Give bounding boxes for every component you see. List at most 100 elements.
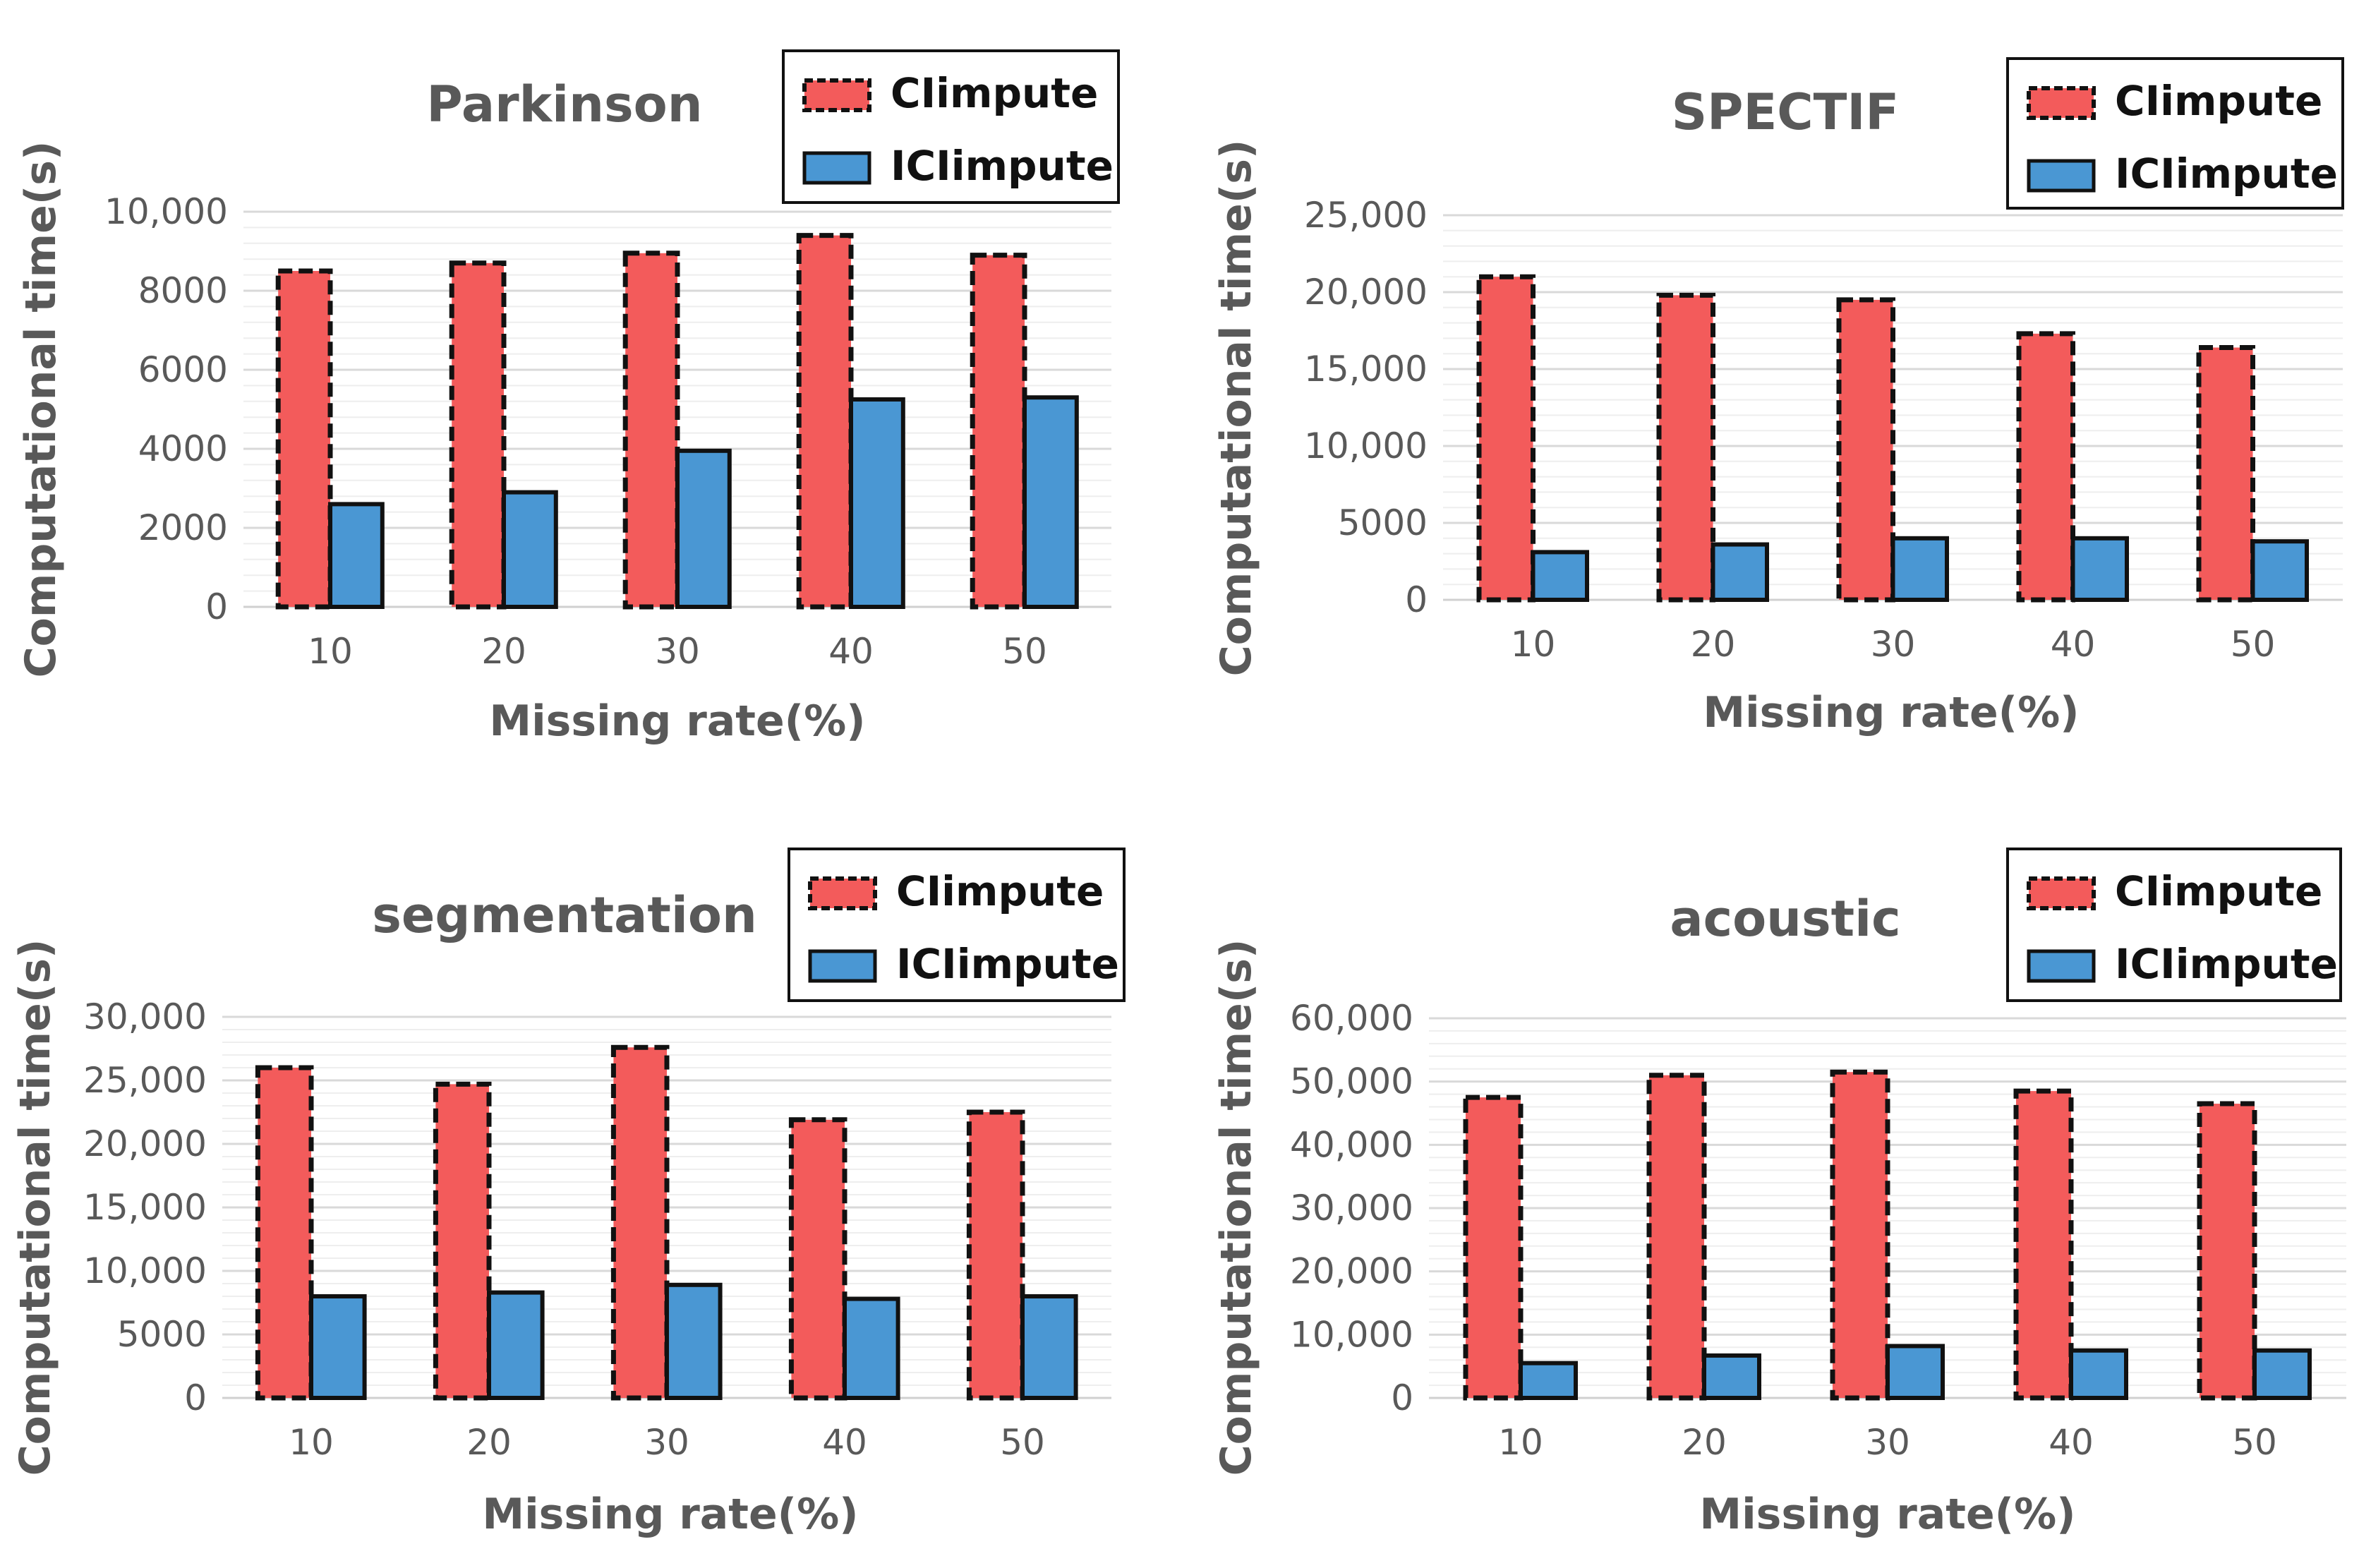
bar-iciimpute-10	[309, 1294, 367, 1400]
bar-iciimpute-30	[665, 1282, 723, 1400]
y-tick-label: 40,000	[1290, 1124, 1413, 1165]
bar-ciimpute-10	[1476, 274, 1536, 603]
x-tick-label: 20	[1691, 624, 1736, 665]
x-axis-title: Missing rate(%)	[1703, 688, 2079, 737]
bar-iciimpute-40	[2069, 1348, 2128, 1400]
y-tick-label: 4000	[138, 428, 228, 469]
x-tick-label: 40	[828, 631, 874, 672]
y-axis-title: Computational time(s)	[11, 939, 60, 1476]
y-tick-label: 10,000	[83, 1250, 207, 1291]
bar-ciimpute-50	[966, 1109, 1025, 1401]
bar-ciimpute-30	[610, 1044, 670, 1401]
y-tick-label: 5000	[1338, 502, 1428, 543]
y-tick-label: 20,000	[1304, 272, 1428, 313]
x-axis-title: Missing rate(%)	[482, 1490, 858, 1539]
chart-svg-spectif: 0 5000 10,000 15,000 20,000 25,000 10 20 30 40 50 S…	[1212, 57, 2344, 737]
bar-ciimpute-20	[449, 260, 507, 610]
chart-panel-spectif: 0 5000 10,000 15,000 20,000 25,000 10 20 30 40 50 S…	[1186, 0, 2371, 784]
legend-label-ciimpute: CIimpute	[2115, 77, 2322, 125]
x-tick-label: 10	[308, 631, 353, 672]
legend-swatch-ciimpute	[808, 876, 877, 910]
x-tick-label: 50	[2232, 1422, 2277, 1463]
x-tick-label: 40	[2051, 624, 2096, 665]
x-tick-label: 50	[1002, 631, 1047, 672]
y-tick-label: 2000	[138, 507, 228, 548]
y-tick-label: 50,000	[1290, 1061, 1413, 1102]
legend: CIimpute ICIimpute	[2006, 848, 2342, 1002]
bar-ciimpute-20	[433, 1081, 492, 1401]
chart-title: SPECTIF	[1672, 83, 1900, 141]
chart-panel-acoustic: 0 10,000 20,000 30,000 40,000 50,000 60,000 10 2…	[1186, 784, 2371, 1568]
bar-ciimpute-10	[1463, 1094, 1524, 1401]
y-tick-label: 25,000	[83, 1060, 207, 1101]
y-tick-label: 60,000	[1290, 998, 1413, 1039]
bar-ciimpute-30	[1830, 1069, 1890, 1401]
y-tick-label: 25,000	[1304, 195, 1428, 236]
bar-ciimpute-50	[2197, 1101, 2257, 1401]
chart-panel-segmentation: 0 5000 10,000 15,000 20,000 25,000 30,000 10 20 3…	[0, 784, 1186, 1568]
legend-swatch-ciimpute	[802, 78, 871, 112]
bar-iciimpute-10	[328, 502, 385, 610]
bar-ciimpute-50	[970, 253, 1027, 610]
chart-svg-segmentation: 0 5000 10,000 15,000 20,000 25,000 30,000 10 20 3…	[11, 848, 1126, 1539]
legend: CIimpute ICIimpute	[2006, 57, 2344, 210]
legend-swatch-iciimpute	[2027, 949, 2096, 983]
y-tick-label: 0	[1391, 1377, 1413, 1418]
chart-title: acoustic	[1670, 890, 1900, 948]
y-tick-label: 20,000	[1290, 1251, 1413, 1292]
y-tick-label: 0	[205, 586, 228, 627]
y-tick-label: 15,000	[1304, 349, 1428, 390]
x-tick-label: 10	[289, 1422, 334, 1463]
bar-ciimpute-10	[255, 1065, 314, 1401]
bar-iciimpute-50	[1022, 395, 1079, 609]
legend-label-iciimpute: ICIimpute	[891, 142, 1114, 190]
bar-iciimpute-10	[1531, 550, 1589, 602]
bar-ciimpute-30	[1836, 297, 1895, 603]
bar-iciimpute-40	[2070, 536, 2129, 602]
y-axis-title: Computational time(s)	[1212, 140, 1261, 677]
x-tick-label: 50	[2231, 624, 2276, 665]
bar-iciimpute-20	[1702, 1353, 1761, 1401]
bar-iciimpute-20	[502, 490, 558, 609]
y-tick-label: 0	[184, 1377, 207, 1418]
bar-ciimpute-20	[1646, 1073, 1707, 1401]
x-tick-label: 20	[1682, 1422, 1727, 1463]
legend-swatch-iciimpute	[2027, 159, 2096, 193]
chart-svg-acoustic: 0 10,000 20,000 30,000 40,000 50,000 60,000 10 2…	[1212, 848, 2346, 1539]
x-tick-label: 20	[481, 631, 526, 672]
chart-svg-parkinson: 0 2000 4000 6000 8000 10,000 10 20 30 40 50 Parkins…	[16, 49, 1120, 746]
bar-iciimpute-50	[2252, 1348, 2312, 1400]
x-tick-label: 30	[655, 631, 700, 672]
bar-ciimpute-40	[796, 233, 854, 610]
bar-iciimpute-50	[1020, 1294, 1078, 1400]
legend-swatch-iciimpute	[808, 949, 877, 983]
legend-label-ciimpute: CIimpute	[896, 867, 1104, 915]
x-tick-label: 30	[1865, 1422, 1910, 1463]
bar-ciimpute-40	[788, 1117, 847, 1401]
y-tick-label: 30,000	[83, 996, 207, 1037]
chart-panel-parkinson: 0 2000 4000 6000 8000 10,000 10 20 30 40 50 Parkins…	[0, 0, 1186, 784]
chart-title: segmentation	[372, 886, 757, 944]
x-tick-label: 30	[1871, 624, 1916, 665]
x-tick-label: 10	[1511, 624, 1556, 665]
legend-label-iciimpute: ICIimpute	[896, 940, 1119, 988]
bar-iciimpute-50	[2250, 539, 2309, 602]
bar-ciimpute-40	[2016, 331, 2075, 603]
x-tick-label: 20	[466, 1422, 512, 1463]
x-axis-title: Missing rate(%)	[489, 696, 865, 746]
bar-iciimpute-10	[1519, 1361, 1578, 1401]
legend: CIimpute ICIimpute	[788, 848, 1126, 1002]
y-tick-label: 10,000	[1304, 426, 1428, 466]
bar-iciimpute-20	[487, 1290, 545, 1400]
y-tick-label: 10,000	[104, 191, 228, 232]
bar-iciimpute-30	[1890, 536, 1949, 602]
x-tick-label: 40	[822, 1422, 867, 1463]
y-tick-label: 30,000	[1290, 1188, 1413, 1229]
legend-label-ciimpute: CIimpute	[2115, 867, 2322, 915]
x-tick-label: 50	[1000, 1422, 1045, 1463]
legend-label-iciimpute: ICIimpute	[2115, 940, 2338, 988]
legend-swatch-iciimpute	[802, 151, 871, 185]
x-tick-label: 40	[2049, 1422, 2094, 1463]
bar-iciimpute-20	[1711, 542, 1769, 603]
bar-ciimpute-10	[275, 268, 333, 610]
